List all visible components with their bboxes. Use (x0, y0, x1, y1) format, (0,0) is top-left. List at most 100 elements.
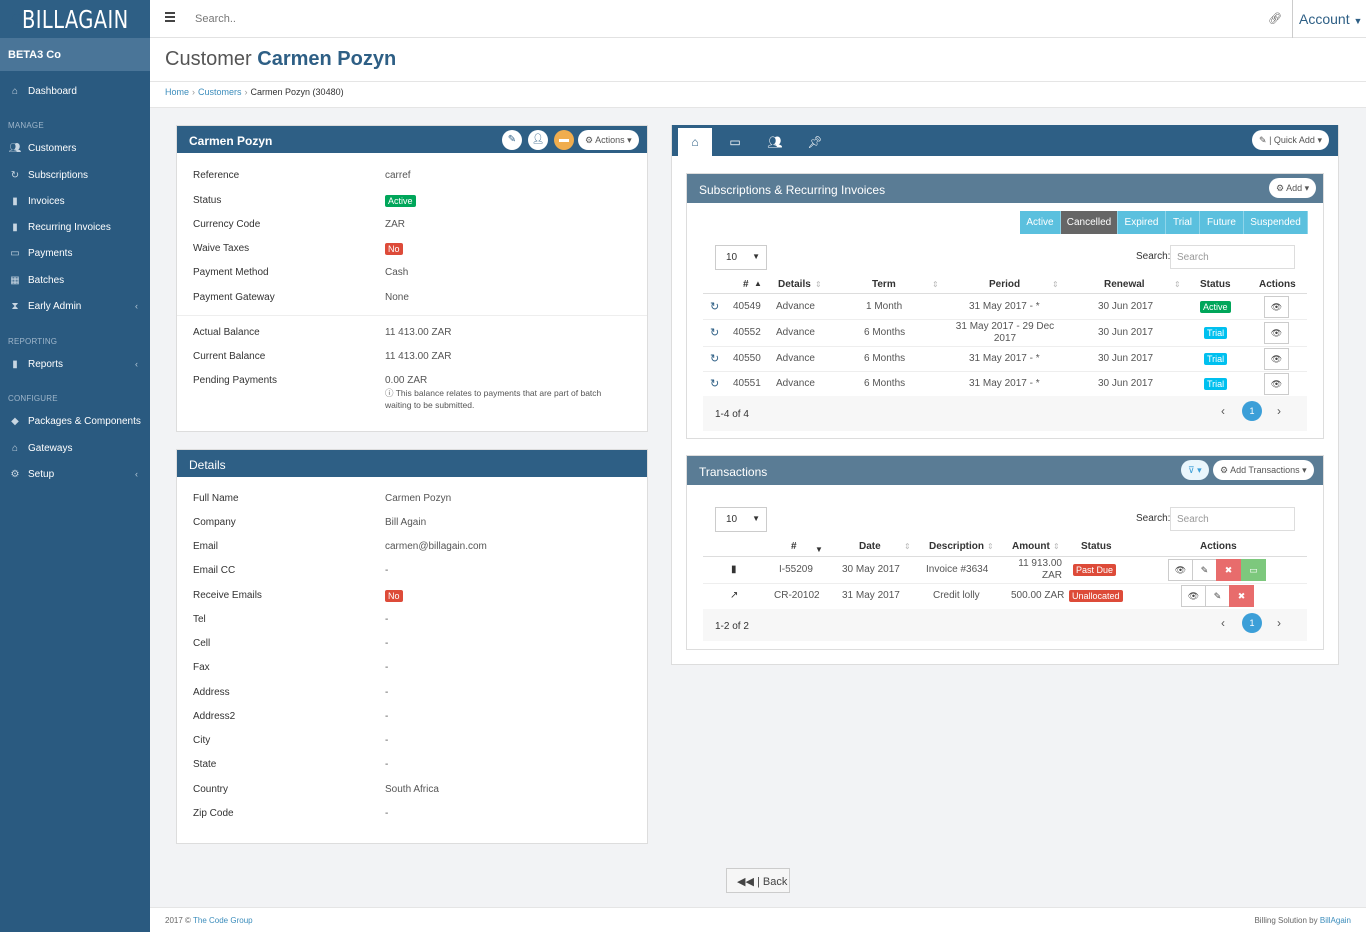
view-button[interactable]: 👁︎ (1264, 322, 1289, 344)
sidebar-item-subscriptions[interactable]: ↻ Subscriptions (0, 164, 150, 186)
link-icon[interactable]: 🔗︎ (1268, 13, 1282, 25)
transactions-count: 1-2 of 2 (715, 621, 749, 632)
users-icon: 👥︎ (767, 135, 783, 149)
edit-icon[interactable]: ✎ (502, 130, 522, 150)
col-amount[interactable]: Amount (1012, 541, 1050, 552)
details-panel-title: Details (177, 450, 647, 477)
tab-payments[interactable]: ▭ (718, 128, 752, 156)
footer-brand-link[interactable]: BillAgain (1319, 916, 1351, 925)
col-status[interactable]: Status (1200, 279, 1231, 290)
transactions-search-input[interactable]: Search (1170, 507, 1295, 531)
subscriptions-add-button[interactable]: ⚙ Add ▾ (1269, 178, 1317, 198)
next-page-icon[interactable]: › (1277, 404, 1281, 418)
company-name: BETA3 Co (0, 38, 150, 71)
footer-company-link[interactable]: The Code Group (193, 916, 253, 925)
view-button[interactable]: 👁︎ (1181, 585, 1206, 607)
next-page-icon[interactable]: › (1277, 616, 1281, 630)
page-title: Customer Carmen Pozyn (165, 48, 397, 70)
sidebar-item-dashboard[interactable]: ⌂ Dashboard (0, 80, 150, 102)
sidebar-item-packages[interactable]: ◆ Packages & Components (0, 410, 150, 432)
sort-icon: ⇕ (1174, 280, 1181, 289)
footer: 2017 © The Code Group Billing Solution b… (150, 907, 1366, 932)
sidebar-item-batches[interactable]: ▦ Batches (0, 269, 150, 291)
filter-suspended[interactable]: Suspended (1244, 211, 1308, 234)
sidebar-item-setup[interactable]: ⚙ Setup ‹ (0, 463, 150, 485)
col-id[interactable]: # (743, 279, 749, 290)
view-button[interactable]: 👁︎ (1264, 348, 1289, 370)
folder-icon[interactable]: ▬ (554, 130, 574, 150)
view-button[interactable]: 👁︎ (1264, 373, 1289, 395)
sidebar-item-recurring-invoices[interactable]: ▮ Recurring Invoices (0, 216, 150, 238)
col-id[interactable]: # (791, 541, 797, 552)
col-details[interactable]: Details (778, 279, 811, 290)
view-button[interactable]: 👁︎ (1168, 559, 1193, 581)
top-bar: BILLAGAIN Search.. 🔗︎ Account ▼ (0, 0, 1366, 38)
col-status[interactable]: Status (1081, 541, 1112, 552)
subscriptions-search-input[interactable]: Search (1170, 245, 1295, 269)
top-search-input[interactable]: Search.. (195, 13, 236, 25)
col-date[interactable]: Date (859, 541, 881, 552)
col-term[interactable]: Term (872, 279, 896, 290)
filter-cancelled[interactable]: Cancelled (1061, 211, 1118, 234)
prev-page-icon[interactable]: ‹ (1221, 616, 1225, 630)
file-icon: ▮ (731, 564, 737, 575)
eye-icon: 👁︎ (1270, 379, 1283, 389)
content-header: Customer Carmen Pozyn (150, 38, 1366, 82)
customer-panel-title: Carmen Pozyn (177, 126, 647, 153)
col-renewal[interactable]: Renewal (1104, 279, 1145, 290)
subscriptions-page-size[interactable]: 10 (715, 245, 767, 270)
sort-icon: ⇕ (1053, 542, 1060, 551)
filter-dropdown[interactable]: ⊽ ▾ (1181, 460, 1209, 480)
filter-future[interactable]: Future (1200, 211, 1244, 234)
sidebar-item-gateways[interactable]: ⌂ Gateways (0, 437, 150, 459)
sidebar-item-customers[interactable]: 👥︎ Customers (8, 142, 77, 154)
breadcrumb-customers[interactable]: Customers (198, 87, 242, 97)
page-button[interactable]: 1 (1242, 613, 1262, 633)
brand-logo[interactable]: BILLAGAIN (0, 0, 150, 38)
eye-icon: 👁︎ (1270, 354, 1283, 364)
sidebar-item-reports[interactable]: ▮ Reports ‹ (0, 353, 150, 375)
tab-notes[interactable]: 📌︎ (798, 128, 832, 156)
gear-icon: ⚙ (10, 468, 20, 480)
user-remove-icon[interactable]: 👤︎ (528, 130, 548, 150)
refresh-icon: ↻ (710, 378, 720, 390)
col-description[interactable]: Description (929, 541, 985, 552)
backward-icon: ◀◀ (737, 876, 754, 888)
tab-home[interactable]: ⌂ (678, 128, 712, 156)
sidebar-item-early-admin[interactable]: ⧗ Early Admin ‹ (0, 295, 150, 317)
quick-add-button[interactable]: ✎ | Quick Add ▾ (1252, 130, 1329, 150)
edit-button[interactable]: ✎ (1192, 559, 1217, 581)
sort-icon: ⇕ (987, 542, 994, 551)
col-period[interactable]: Period (989, 279, 1021, 290)
pin-icon: 📌︎ (807, 135, 823, 149)
filter-active[interactable]: Active (1020, 211, 1061, 234)
status-badge: Trial (1204, 353, 1228, 365)
page-button[interactable]: 1 (1242, 401, 1262, 421)
view-button[interactable]: 👁︎ (1264, 296, 1289, 318)
add-transactions-button[interactable]: ⚙ Add Transactions ▾ (1213, 460, 1314, 480)
back-button[interactable]: ◀◀ | Back (726, 868, 790, 893)
share-icon: ↗ (730, 590, 739, 601)
delete-button[interactable]: ✖ (1216, 559, 1241, 581)
transactions-search-label: Search: (1136, 513, 1171, 524)
account-menu[interactable]: Account ▼ (1292, 0, 1362, 38)
edit-button[interactable]: ✎ (1205, 585, 1230, 607)
pay-button[interactable]: ▭ (1241, 559, 1266, 581)
sidebar-item-invoices[interactable]: ▮ Invoices (0, 190, 150, 212)
transactions-page-size[interactable]: 10 (715, 507, 767, 532)
status-badge: Active (385, 195, 416, 207)
footer-left: 2017 © The Code Group (165, 916, 253, 925)
configure-heading: CONFIGURE (8, 394, 58, 403)
filter-trial[interactable]: Trial (1166, 211, 1200, 234)
actions-dropdown[interactable]: ⚙ Actions ▾ (578, 130, 639, 150)
delete-button[interactable]: ✖ (1229, 585, 1254, 607)
status-badge: Active (1200, 301, 1231, 313)
prev-page-icon[interactable]: ‹ (1221, 404, 1225, 418)
status-badge: Unallocated (1069, 590, 1123, 602)
tab-contacts[interactable]: 👥︎ (758, 128, 792, 156)
menu-toggle-icon[interactable] (165, 12, 175, 22)
money-icon: ▭ (1249, 565, 1258, 575)
filter-expired[interactable]: Expired (1118, 211, 1166, 234)
breadcrumb-home[interactable]: Home (165, 87, 190, 97)
sidebar-item-payments[interactable]: ▭ Payments (0, 242, 150, 264)
